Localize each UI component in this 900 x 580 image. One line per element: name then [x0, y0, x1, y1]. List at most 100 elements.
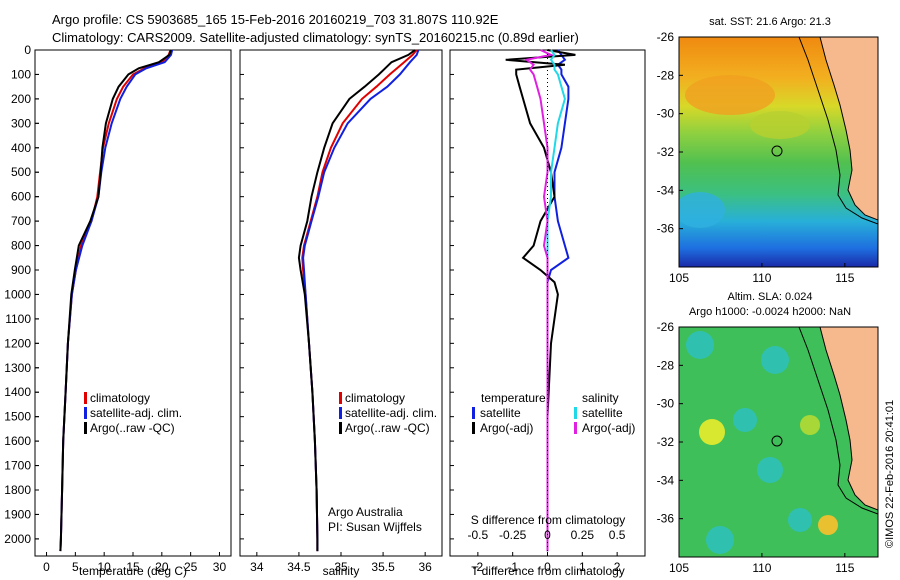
- depth-tick-label: 400: [11, 141, 31, 155]
- x-tick-label: 0: [544, 560, 551, 574]
- top-tick-label: 0.25: [571, 528, 595, 542]
- depth-tick-label: 200: [11, 92, 31, 106]
- map-x-tick-label: 110: [752, 561, 771, 575]
- imos-credit: ©IMOS 22-Feb-2016 20:41:01: [884, 400, 896, 548]
- map-y-tick-label: -30: [657, 107, 675, 121]
- difference-plot: -2 -1 0 1 2 -0.5 -0.25 0 0.25 0.5: [450, 49, 626, 574]
- title-line-2: Climatology: CARS2009. Satellite-adjuste…: [52, 30, 579, 45]
- sst-land: [802, 37, 878, 221]
- sla-high: [818, 515, 838, 535]
- temperature-plot: 0 5 10 15 20 25 30: [35, 49, 227, 574]
- depth-tick-label: 600: [11, 190, 31, 204]
- legend-label-s-satellite: satellite: [582, 406, 623, 420]
- sla-isobath: [798, 327, 878, 515]
- map-y-tick-label: -34: [657, 183, 675, 197]
- x-tick-label: 1: [579, 560, 586, 574]
- pi-label: PI: Susan Wijffels: [328, 520, 422, 534]
- salinity-xlabel: salinity: [323, 564, 360, 578]
- legend-label-argo: Argo(..raw -QC): [345, 421, 430, 435]
- sst-map-axes: 105 110 115 -26 -28 -30 -32 -34 -36: [657, 30, 855, 285]
- sst-profile-marker: [771, 145, 783, 157]
- legend-label-t-argo: Argo(-adj): [480, 421, 533, 435]
- legend-label-climatology: climatology: [90, 391, 150, 405]
- sla-eddy: [733, 408, 757, 432]
- legend-swatch-climatology: [84, 392, 87, 404]
- map-x-tick-label: 105: [669, 561, 689, 575]
- legend-swatch-satellite: [84, 407, 87, 419]
- x-tick-label: 30: [213, 560, 227, 574]
- map-y-tick-label: -26: [657, 320, 675, 334]
- series-line-s-argo--adj-: [524, 49, 555, 552]
- x-tick-label: -2: [473, 560, 484, 574]
- temperature-legend: climatology satellite-adj. clim. Argo(..…: [84, 391, 182, 435]
- map-x-tick-label: 115: [835, 561, 854, 575]
- difference-xlabel-top: S difference from climatology: [471, 513, 626, 527]
- legend-label-argo: Argo(..raw -QC): [90, 421, 175, 435]
- sla-map-axes: 105 110 115 -26 -28 -30 -32 -34 -36: [657, 320, 855, 575]
- depth-tick-label: 100: [11, 67, 31, 81]
- depth-tick-label: 500: [11, 165, 31, 179]
- x-tick-label: 35: [334, 560, 348, 574]
- top-tick-label: -0.5: [468, 528, 489, 542]
- x-tick-label: 25: [184, 560, 198, 574]
- legend-swatch-t-argo: [472, 422, 475, 434]
- sla-map-field: [679, 327, 878, 557]
- x-tick-label: 0: [43, 560, 50, 574]
- legend-label-satellite: satellite-adj. clim.: [345, 406, 437, 420]
- temperature-panel: [34, 49, 232, 557]
- sla-high: [699, 419, 725, 445]
- institution-label: Argo Australia: [328, 505, 403, 519]
- x-tick-label: 20: [155, 560, 169, 574]
- x-tick-label: 35.5: [371, 560, 395, 574]
- x-tick-label: 10: [97, 560, 111, 574]
- top-tick-label: -0.25: [499, 528, 527, 542]
- legend-swatch-t-satellite: [472, 407, 475, 419]
- sst-isobath: [798, 37, 878, 225]
- x-tick-label: 34.5: [287, 560, 311, 574]
- legend-swatch-s-satellite: [574, 407, 577, 419]
- sst-map-title: sat. SST: 21.6 Argo: 21.3: [709, 16, 831, 28]
- map-x-tick-label: 110: [752, 271, 771, 285]
- legend-label-climatology: climatology: [345, 391, 405, 405]
- sst-mid-patch: [750, 111, 810, 139]
- top-tick-label: 0: [544, 528, 551, 542]
- x-tick-label: 36: [418, 560, 432, 574]
- depth-tick-label: 700: [11, 214, 31, 228]
- map-y-tick-label: -36: [657, 512, 675, 526]
- sla-eddy: [706, 526, 734, 554]
- map-y-tick-label: -28: [657, 68, 675, 82]
- depth-tick-label: 1200: [4, 336, 31, 350]
- legend-title-salinity: salinity: [582, 391, 619, 405]
- sla-eddy: [761, 346, 789, 374]
- depth-tick-label: 900: [11, 263, 31, 277]
- map-x-tick-label: 105: [669, 271, 689, 285]
- legend-label-satellite: satellite-adj. clim.: [90, 406, 182, 420]
- depth-tick-label: 0: [24, 43, 31, 57]
- sst-map-field: [679, 37, 878, 267]
- legend-swatch-argo: [339, 422, 342, 434]
- depth-tick-label: 1300: [4, 361, 31, 375]
- depth-tick-label: 800: [11, 239, 31, 253]
- map-y-tick-label: -36: [657, 222, 675, 236]
- depth-tick-label: 1500: [4, 410, 31, 424]
- salinity-legend: climatology satellite-adj. clim. Argo(..…: [339, 391, 437, 435]
- legend-swatch-satellite: [339, 407, 342, 419]
- sst-cool-patch: [679, 192, 725, 228]
- depth-tick-label: 1000: [4, 287, 31, 301]
- map-x-tick-label: 115: [835, 271, 854, 285]
- top-tick-label: 0.5: [609, 528, 626, 542]
- salinity-plot: 34 34.5 35 35.5 36: [240, 49, 432, 574]
- depth-tick-label: 2000: [4, 532, 31, 546]
- x-tick-label: 34: [250, 560, 264, 574]
- series-line-argo---raw--qc-: [59, 49, 172, 552]
- difference-legend: temperature salinity satellite Argo(-adj…: [472, 391, 635, 435]
- difference-xlabel: T difference from climatology: [471, 564, 625, 578]
- sla-eddy: [686, 331, 714, 359]
- sla-eddy: [757, 457, 783, 483]
- depth-axis: 0 100 200 300 400 500 600 700 800 900 1000 1100 1200…: [4, 43, 39, 546]
- map-y-tick-label: -32: [657, 145, 675, 159]
- map-y-tick-label: -34: [657, 473, 675, 487]
- depth-tick-label: 1800: [4, 483, 31, 497]
- legend-label-t-satellite: satellite: [480, 406, 521, 420]
